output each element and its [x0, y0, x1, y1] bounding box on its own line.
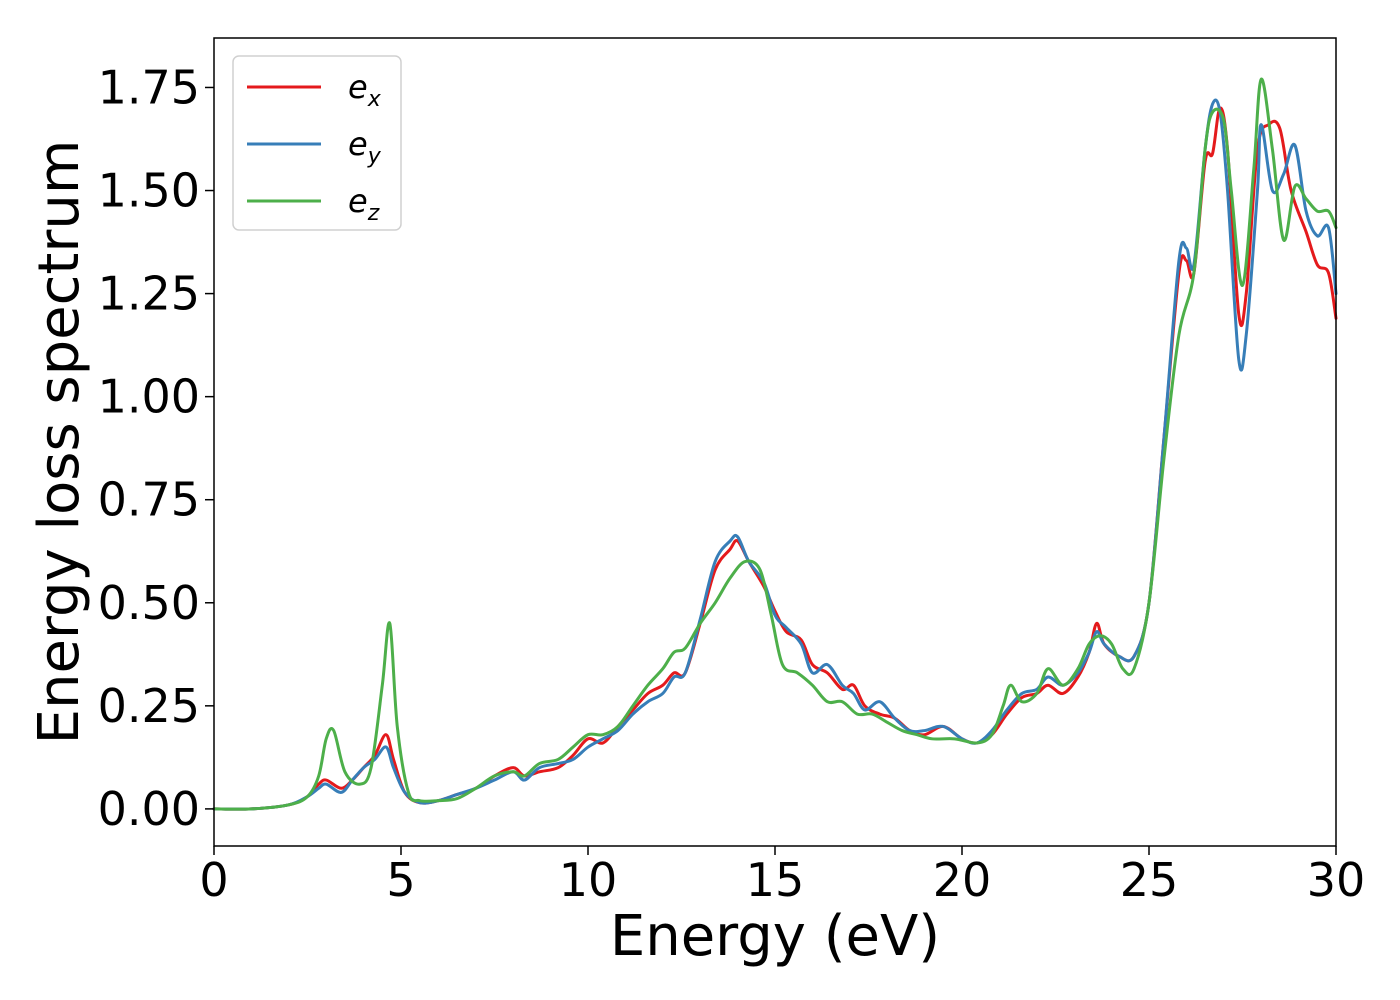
x-tick-label: 10	[559, 853, 618, 907]
legend: ex ey ez	[232, 55, 402, 231]
x-tick-label: 20	[933, 853, 992, 907]
y-tick-label: 1.00	[98, 370, 200, 424]
series-line-z	[212, 77, 1338, 811]
x-axis-label: Energy (eV)	[610, 904, 940, 969]
y-tick-label: 1.25	[98, 267, 200, 321]
y-tick-label: 0.75	[98, 473, 200, 527]
x-tick-label: 0	[199, 853, 228, 907]
legend-label-x: ex	[348, 68, 382, 112]
y-tick-label: 0.50	[98, 576, 200, 630]
y-axis: 0.00 0.25 0.50 0.75 1.00 1.25 1.50 1.75	[98, 60, 214, 836]
legend-label-y: ey	[348, 125, 382, 169]
y-tick-label: 1.75	[98, 60, 200, 114]
y-tick-label: 1.50	[98, 164, 200, 218]
y-tick-label: 0.25	[98, 679, 200, 733]
y-tick-label: 0.00	[98, 782, 200, 836]
legend-label-z: ez	[348, 182, 380, 226]
x-tick-label: 15	[746, 853, 805, 907]
x-axis: 0 5 10 15 20 25 30	[199, 846, 1365, 907]
y-axis-label: Energy loss spectrum	[27, 140, 92, 745]
x-tick-label: 25	[1120, 853, 1179, 907]
x-tick-label: 30	[1307, 853, 1366, 907]
x-tick-label: 5	[386, 853, 415, 907]
series-layer	[212, 77, 1338, 811]
